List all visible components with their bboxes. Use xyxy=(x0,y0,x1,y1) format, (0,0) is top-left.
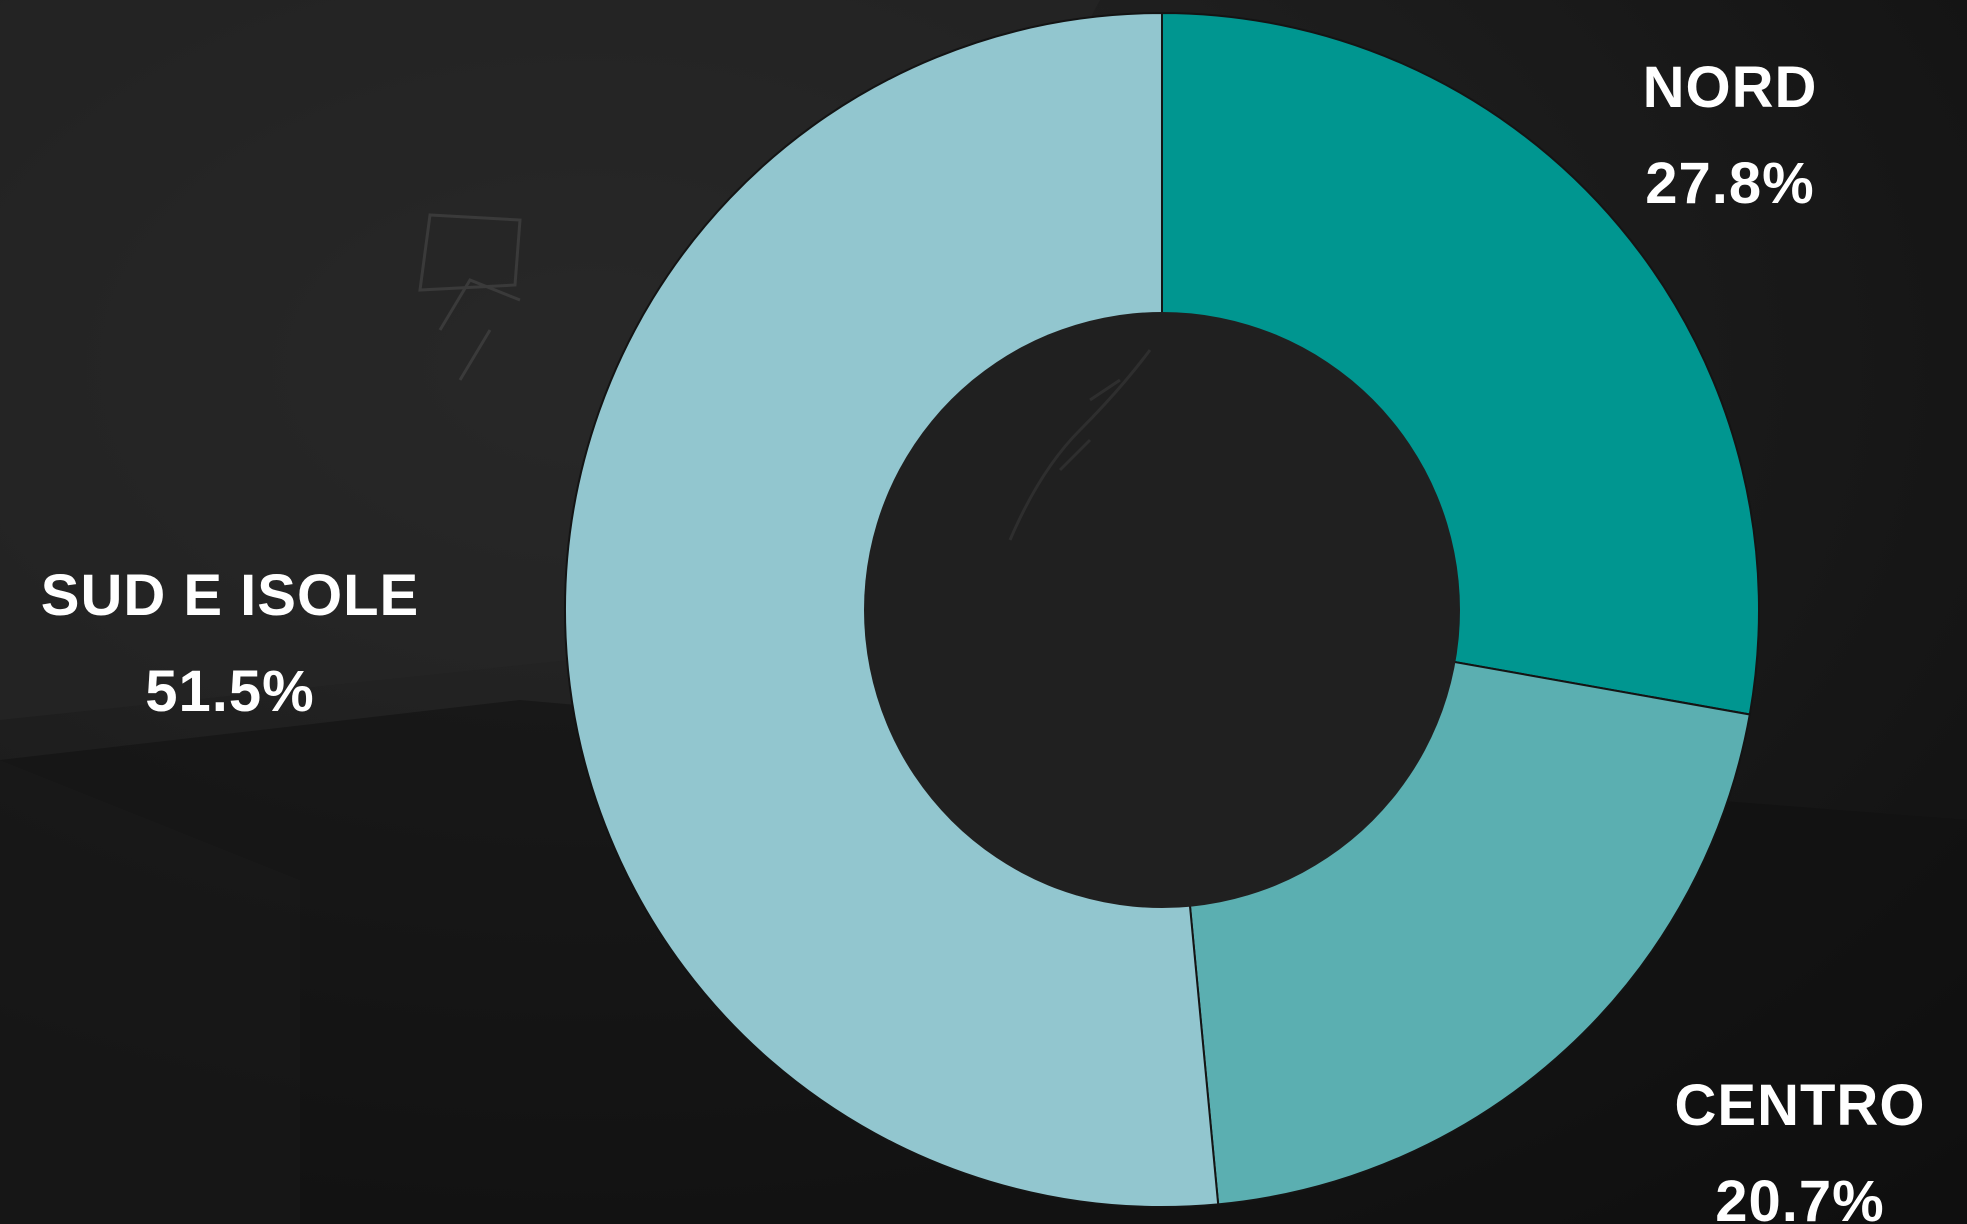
background-sketch xyxy=(438,278,521,381)
slice-value-label: 51.5% xyxy=(145,659,315,724)
slice-value-label: 27.8% xyxy=(1645,151,1815,216)
slice-category-label: SUD E ISOLE xyxy=(40,563,420,628)
slice-category-label: CENTRO xyxy=(1674,1073,1926,1138)
donut-hole xyxy=(864,312,1460,908)
slice-label-nord: NORD 27.8% xyxy=(1580,40,1880,232)
background-device-shape xyxy=(0,760,300,1224)
background-handwriting xyxy=(1008,349,1152,541)
slice-label-centro: CENTRO 20.7% xyxy=(1640,1058,1960,1224)
slice-value-label: 20.7% xyxy=(1715,1169,1885,1224)
slice-category-label: NORD xyxy=(1642,55,1818,120)
slice-label-sud-e-isole: SUD E ISOLE 51.5% xyxy=(20,548,440,740)
